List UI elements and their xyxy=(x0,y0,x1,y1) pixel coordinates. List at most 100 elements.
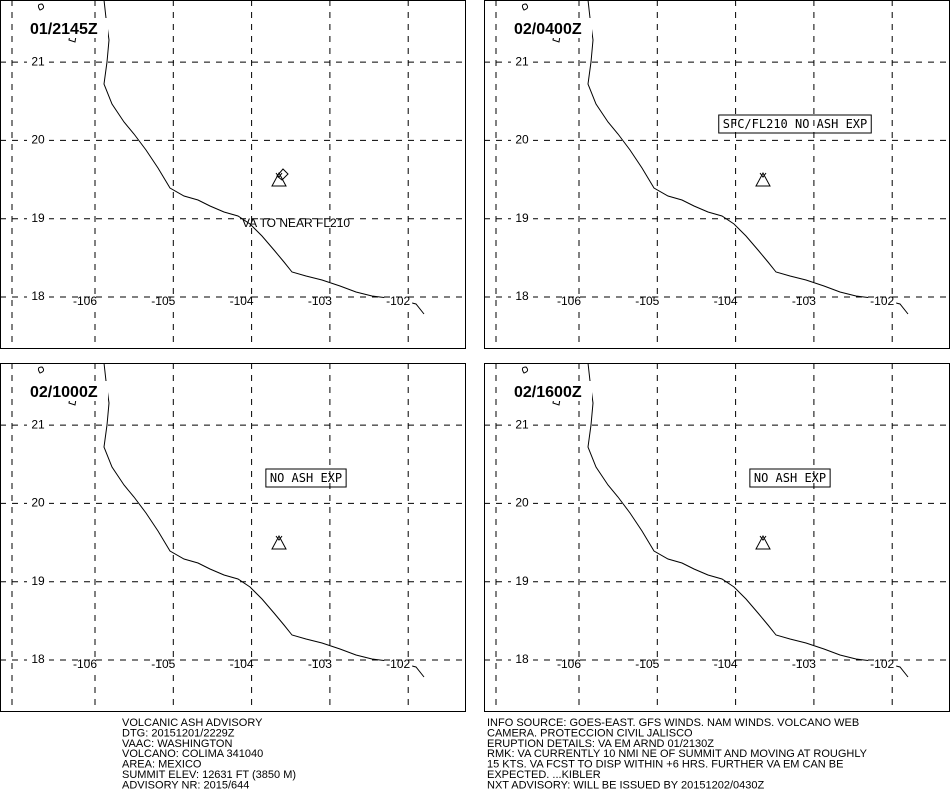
lon-label: -104 xyxy=(714,657,738,671)
advisory-line: RMK: VA CURRENTLY 10 NMI NE OF SUMMIT AN… xyxy=(487,748,868,760)
label-bg xyxy=(711,657,740,671)
advisory-line: VOLCANO: COLIMA 341040 xyxy=(122,748,263,760)
label-bg xyxy=(868,657,897,671)
lon-label: -105 xyxy=(635,294,659,308)
label-bg xyxy=(711,294,740,308)
label-bg xyxy=(868,294,897,308)
label-bg xyxy=(27,417,49,434)
lat-label: 18 xyxy=(515,289,529,303)
annotation: NO ASH EXP xyxy=(270,471,342,485)
lat-label: 21 xyxy=(515,417,529,431)
label-bg xyxy=(27,54,49,71)
volcano-symbol xyxy=(271,534,287,550)
advisory-line: INFO SOURCE: GOES-EAST. GFS WINDS. NAM W… xyxy=(487,717,859,729)
lon-label: -105 xyxy=(151,294,175,308)
label-bg xyxy=(28,18,108,38)
valid-time: 01/2145Z xyxy=(30,21,98,38)
label-bg xyxy=(27,289,49,305)
label-bg xyxy=(28,381,108,401)
lon-label: -106 xyxy=(557,657,581,671)
lon-label: -103 xyxy=(792,294,816,308)
annotation: NO ASH EXP xyxy=(754,471,826,485)
advisory-line: DTG: 20151201/2229Z xyxy=(122,727,235,739)
lat-label: 18 xyxy=(515,652,529,666)
label-bg xyxy=(27,495,49,512)
map-panel: -106 -105 -104 -103 -102 21 20 19 18 01/2145Z VA T… xyxy=(0,0,466,349)
label-bg xyxy=(512,18,592,38)
lon-label: -102 xyxy=(870,657,894,671)
panel-frame xyxy=(0,363,466,712)
label-bg xyxy=(511,210,533,227)
panel-frame xyxy=(484,0,950,349)
valid-time: 02/1600Z xyxy=(514,384,582,401)
label-bg xyxy=(511,289,533,305)
label-bg xyxy=(511,132,533,149)
label-bg xyxy=(511,54,533,71)
label-bg xyxy=(512,381,592,401)
panel-frame xyxy=(484,363,950,712)
lat-label: 19 xyxy=(31,574,45,588)
lat-label: 19 xyxy=(31,211,45,225)
annotation-box xyxy=(749,468,831,488)
lat-label: 19 xyxy=(515,211,529,225)
lon-label: -103 xyxy=(308,294,332,308)
lon-label: -106 xyxy=(73,657,97,671)
lon-label: -104 xyxy=(230,294,254,308)
lat-label: 20 xyxy=(31,133,45,147)
advisory-line: ADVISORY NR: 2015/644 xyxy=(122,779,249,791)
map-panel: -106 -105 -104 -103 -102 21 20 19 18 02/1000Z NO A… xyxy=(0,362,466,712)
lat-label: 21 xyxy=(515,54,529,68)
ash-area xyxy=(276,168,289,181)
lat-label: 21 xyxy=(31,54,45,68)
lon-label: -104 xyxy=(230,657,254,671)
label-bg xyxy=(384,294,413,308)
advisory-line: VOLCANIC ASH ADVISORY xyxy=(122,717,263,729)
lat-label: 18 xyxy=(31,289,45,303)
annotation-box xyxy=(265,468,347,488)
lat-label: 18 xyxy=(31,652,45,666)
advisory-line: CAMERA. PROTECCION CIVIL JALISCO xyxy=(487,727,693,739)
advisory-line: AREA: MEXICO xyxy=(122,759,202,771)
label-bg xyxy=(227,294,256,308)
lon-label: -104 xyxy=(714,294,738,308)
panel-frame xyxy=(0,0,466,349)
annotation: VA TO NEAR FL210 xyxy=(242,216,350,230)
label-bg xyxy=(27,573,49,590)
lat-label: 20 xyxy=(31,496,45,510)
map-panel: -106 -105 -104 -103 -102 21 20 19 18 02/1600Z NO A… xyxy=(484,362,950,712)
label-bg xyxy=(227,657,256,671)
advisory-line: NXT ADVISORY: WILL BE ISSUED BY 20151202… xyxy=(487,779,764,791)
volcano-symbol xyxy=(755,171,771,187)
label-bg xyxy=(511,417,533,434)
lat-label: 21 xyxy=(31,417,45,431)
label-bg xyxy=(27,652,49,668)
map-panel: -106 -105 -104 -103 -102 21 20 19 18 02/0400Z SFC/… xyxy=(484,0,950,349)
valid-time: 02/0400Z xyxy=(514,21,582,38)
advisory-line: VAAC: WASHINGTON xyxy=(122,738,232,750)
lon-label: -102 xyxy=(386,294,410,308)
advisory-line: SUMMIT ELEV: 12631 FT (3850 M) xyxy=(122,769,296,781)
advisory-line: EXPECTED. ...KIBLER xyxy=(487,769,601,781)
label-bg xyxy=(511,652,533,668)
advisory-line: ERUPTION DETAILS: VA EM ARND 01/2130Z xyxy=(487,738,714,750)
lon-label: -105 xyxy=(151,657,175,671)
lon-label: -106 xyxy=(557,294,581,308)
lon-label: -103 xyxy=(792,657,816,671)
label-bg xyxy=(27,132,49,149)
lon-label: -105 xyxy=(635,657,659,671)
lat-label: 19 xyxy=(515,574,529,588)
lat-label: 20 xyxy=(515,133,529,147)
advisory-line: 15 KTS. VA FCST TO DISP WITHIN +6 HRS. F… xyxy=(487,759,843,771)
volcano-symbol xyxy=(755,534,771,550)
lon-label: -103 xyxy=(308,657,332,671)
annotation: SFC/FL210 NO ASH EXP xyxy=(723,117,868,131)
annotation-box xyxy=(718,114,872,134)
label-bg xyxy=(27,210,49,227)
label-bg xyxy=(511,495,533,512)
label-bg xyxy=(511,573,533,590)
valid-time: 02/1000Z xyxy=(30,384,98,401)
lon-label: -102 xyxy=(386,657,410,671)
lon-label: -106 xyxy=(73,294,97,308)
lat-label: 20 xyxy=(515,496,529,510)
